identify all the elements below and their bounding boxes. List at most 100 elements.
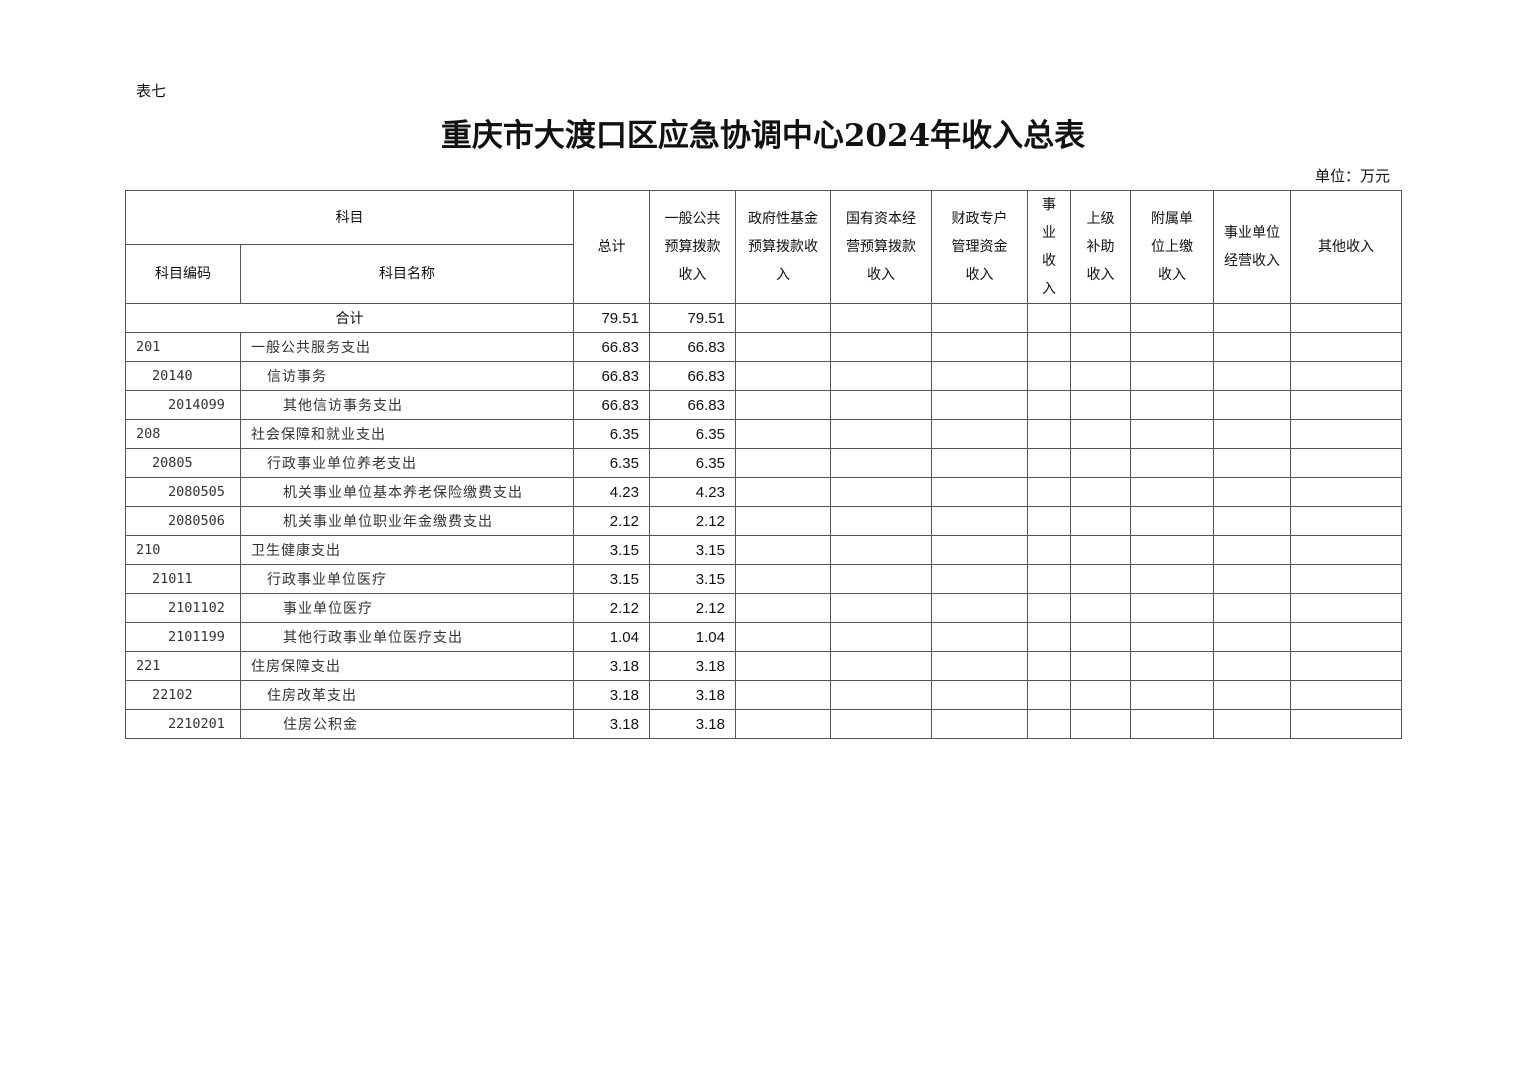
amount-cell: [1027, 651, 1071, 681]
amount-cell: [1290, 390, 1402, 420]
header-col-5: 事业收入: [1027, 190, 1071, 304]
amount-cell: [1213, 651, 1291, 681]
table-row: 21011 行政事业单位医疗 3.15 3.15: [125, 564, 1402, 594]
amount-cell: 1.04: [649, 622, 736, 652]
total-value: [1070, 303, 1131, 333]
header-col-7: 附属单位上缴收入: [1130, 190, 1214, 304]
amount-cell: 3.15: [573, 564, 650, 594]
amount-cell: [1070, 332, 1131, 362]
amount-cell: [830, 535, 932, 565]
amount-cell: [931, 506, 1028, 536]
subject-code: 208: [125, 419, 241, 449]
amount-cell: [1070, 506, 1131, 536]
amount-cell: [931, 332, 1028, 362]
total-value: 79.51: [649, 303, 736, 333]
amount-cell: [1027, 332, 1071, 362]
header-col-6: 上级补助收入: [1070, 190, 1131, 304]
amount-cell: [1290, 448, 1402, 478]
subject-code: 21011: [125, 564, 241, 594]
amount-cell: [1290, 709, 1402, 739]
table-row: 201 一般公共服务支出 66.83 66.83: [125, 332, 1402, 362]
table-row: 2101102 事业单位医疗 2.12 2.12: [125, 593, 1402, 623]
amount-cell: [1027, 564, 1071, 594]
amount-cell: [1290, 680, 1402, 710]
amount-cell: [1130, 622, 1214, 652]
subject-name: 行政事业单位医疗: [240, 564, 574, 594]
amount-cell: [830, 593, 932, 623]
amount-cell: [1027, 477, 1071, 507]
amount-cell: [1213, 709, 1291, 739]
amount-cell: [735, 709, 831, 739]
subject-name: 社会保障和就业支出: [240, 419, 574, 449]
subject-name: 事业单位医疗: [240, 593, 574, 623]
amount-cell: [1070, 390, 1131, 420]
amount-cell: [931, 593, 1028, 623]
amount-cell: 3.15: [649, 564, 736, 594]
amount-cell: [1070, 477, 1131, 507]
total-value: [830, 303, 932, 333]
amount-cell: 2.12: [573, 593, 650, 623]
amount-cell: 3.18: [573, 709, 650, 739]
amount-cell: [1290, 593, 1402, 623]
amount-cell: [1213, 390, 1291, 420]
amount-cell: [1213, 361, 1291, 391]
total-value: [735, 303, 831, 333]
amount-cell: [1213, 564, 1291, 594]
subject-code: 22102: [125, 680, 241, 710]
amount-cell: [735, 564, 831, 594]
amount-cell: [1290, 332, 1402, 362]
amount-cell: [931, 477, 1028, 507]
header-col-2: 政府性基金预算拨款收入: [735, 190, 831, 304]
amount-cell: [830, 564, 932, 594]
amount-cell: [735, 622, 831, 652]
amount-cell: [1130, 564, 1214, 594]
amount-cell: [1290, 535, 1402, 565]
subject-name: 其他行政事业单位医疗支出: [240, 622, 574, 652]
amount-cell: [931, 564, 1028, 594]
amount-cell: 6.35: [573, 419, 650, 449]
amount-cell: [931, 361, 1028, 391]
amount-cell: [1070, 680, 1131, 710]
amount-cell: [1130, 709, 1214, 739]
amount-cell: [931, 622, 1028, 652]
table-row: 2080505 机关事业单位基本养老保险缴费支出 4.23 4.23: [125, 477, 1402, 507]
amount-cell: 2.12: [649, 593, 736, 623]
amount-cell: [1130, 419, 1214, 449]
amount-cell: [830, 361, 932, 391]
subject-code: 2101199: [125, 622, 241, 652]
subject-name: 一般公共服务支出: [240, 332, 574, 362]
amount-cell: 66.83: [573, 390, 650, 420]
amount-cell: [1130, 477, 1214, 507]
amount-cell: [830, 477, 932, 507]
amount-cell: [931, 448, 1028, 478]
total-row: 合计 79.51 79.51: [125, 303, 1402, 333]
amount-cell: 1.04: [573, 622, 650, 652]
amount-cell: [1027, 622, 1071, 652]
unit-label: 单位：万元: [1314, 167, 1390, 185]
amount-cell: [1290, 361, 1402, 391]
amount-cell: [1130, 506, 1214, 536]
amount-cell: [830, 680, 932, 710]
subject-name: 机关事业单位职业年金缴费支出: [240, 506, 574, 536]
amount-cell: [1070, 448, 1131, 478]
subject-name: 行政事业单位养老支出: [240, 448, 574, 478]
amount-cell: [1070, 564, 1131, 594]
header-col-1: 一般公共预算拨款收入: [649, 190, 736, 304]
amount-cell: [735, 651, 831, 681]
amount-cell: [1027, 535, 1071, 565]
amount-cell: [931, 651, 1028, 681]
total-value: 79.51: [573, 303, 650, 333]
header-col-0: 总计: [573, 190, 650, 304]
total-value: [1130, 303, 1214, 333]
amount-cell: [1130, 535, 1214, 565]
amount-cell: [1213, 506, 1291, 536]
amount-cell: [1070, 651, 1131, 681]
amount-cell: [1070, 419, 1131, 449]
amount-cell: 2.12: [573, 506, 650, 536]
amount-cell: [931, 680, 1028, 710]
subject-name: 住房改革支出: [240, 680, 574, 710]
amount-cell: 66.83: [649, 332, 736, 362]
amount-cell: [1027, 709, 1071, 739]
amount-cell: 66.83: [649, 390, 736, 420]
total-label: 合计: [125, 303, 574, 333]
